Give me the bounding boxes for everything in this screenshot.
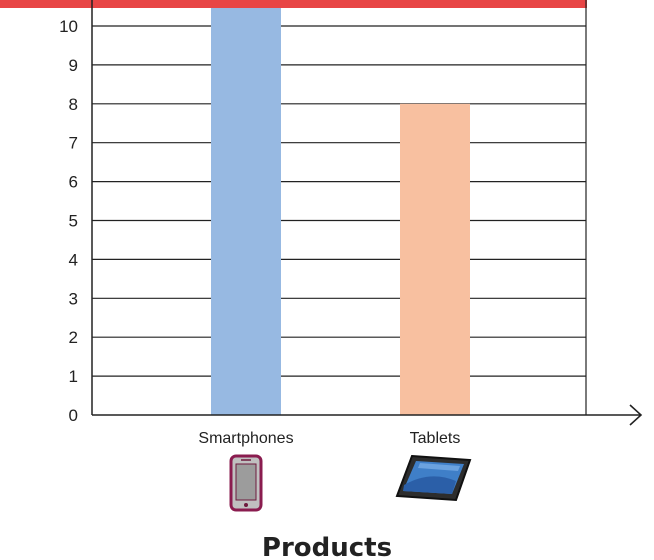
x-category-labels: Smartphones Tablets	[198, 430, 460, 447]
y-tick-label: 9	[69, 56, 78, 75]
x-category-label: Smartphones	[198, 430, 293, 447]
y-tick-label: 0	[69, 406, 78, 425]
y-tick-label: 10	[59, 17, 78, 36]
y-tick-label: 4	[69, 250, 78, 269]
bar-smartphones	[211, 8, 281, 415]
x-category-label: Tablets	[410, 430, 461, 447]
gridlines	[92, 25, 586, 377]
smartphone-icon	[229, 454, 263, 512]
bar-tablets	[400, 103, 470, 416]
y-axis-title: Number of Products	[12, 0, 40, 270]
y-tick-label: 8	[69, 95, 78, 114]
y-tick-label: 2	[69, 328, 78, 347]
y-tick-label: 6	[69, 173, 78, 192]
y-tick-label: 5	[69, 212, 78, 231]
bars	[211, 8, 470, 416]
top-banner-bar	[0, 0, 587, 8]
y-tick-labels: 0 1 2 3 4 5 6 7 8 9 10	[59, 17, 78, 425]
x-axis-arrowhead	[629, 404, 643, 426]
y-tick-label: 1	[69, 367, 78, 386]
y-tick-label: 7	[69, 134, 78, 153]
tablet-icon	[395, 454, 472, 502]
x-axis-title: Products	[262, 533, 392, 560]
y-tick-label: 3	[69, 289, 78, 308]
